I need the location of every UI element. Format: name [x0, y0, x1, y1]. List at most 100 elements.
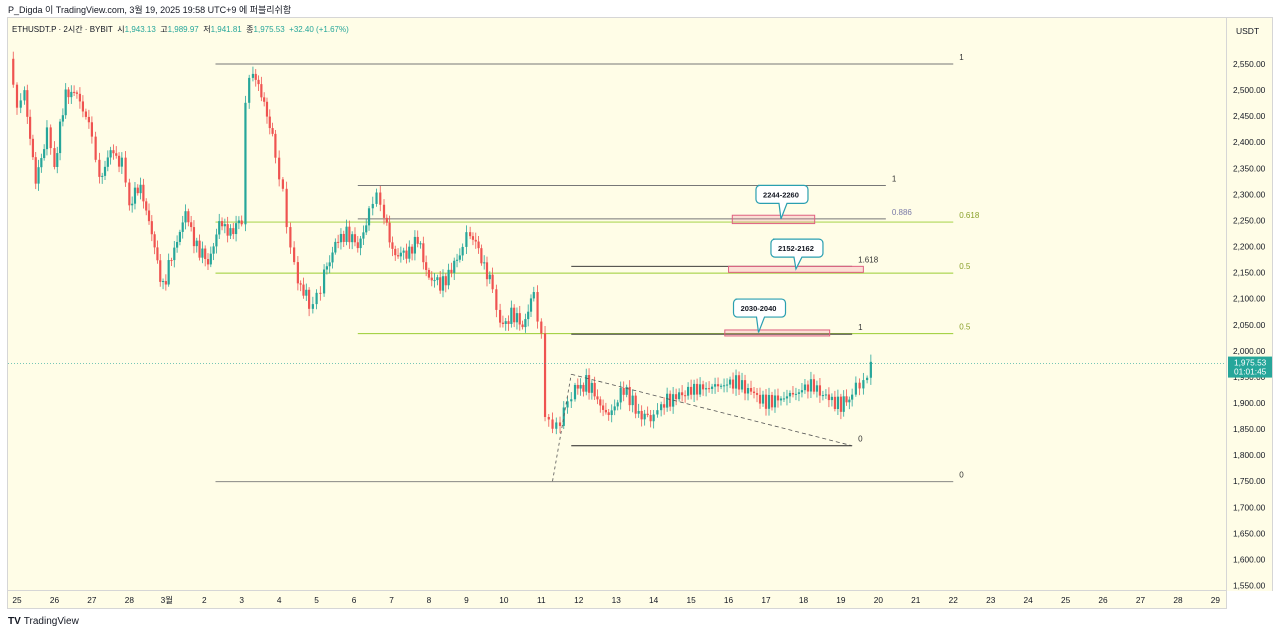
candle-body: [351, 234, 354, 243]
last-price-value: 1,975.53: [1234, 358, 1267, 368]
price-tick-label: 2,150.00: [1233, 268, 1266, 278]
candle-body: [339, 233, 343, 243]
candle-body: [628, 386, 631, 406]
candle-body: [788, 392, 792, 397]
candle-body: [70, 91, 73, 98]
target-zone-box: [724, 329, 831, 337]
candle-body: [150, 221, 153, 235]
candle-body: [719, 385, 723, 387]
candle-body: [75, 92, 79, 94]
time-tick-label: 6: [352, 595, 357, 605]
time-tick-label: 10: [499, 595, 509, 605]
candle-body: [604, 409, 608, 413]
candle-body: [195, 240, 198, 247]
candle-body: [305, 289, 308, 296]
fib-level-label: 0.886: [892, 208, 913, 217]
candle-body: [345, 226, 348, 242]
candle-body: [187, 211, 190, 223]
candle-body: [818, 385, 822, 396]
legend-close: 1,975.53: [253, 25, 285, 34]
candle-body: [562, 407, 565, 426]
time-tick-label: 20: [874, 595, 884, 605]
candle-body: [767, 394, 771, 409]
candle-body: [115, 153, 118, 156]
candle-body: [117, 155, 121, 167]
price-callout-label: 2152-2162: [778, 244, 814, 253]
candle-body: [161, 281, 165, 283]
candle-body: [465, 232, 468, 247]
candle-body: [408, 246, 411, 259]
legend-high-label: 고: [160, 25, 168, 34]
candle-body: [722, 385, 726, 387]
candle-body: [582, 384, 585, 392]
candle-body: [319, 292, 322, 294]
price-tick-label: 1,800.00: [1233, 450, 1266, 460]
candle-body: [49, 127, 52, 149]
candle-body: [147, 210, 151, 222]
candle-body: [289, 227, 292, 248]
time-tick-label: 26: [1098, 595, 1108, 605]
fib-level-label: 1: [858, 323, 863, 332]
candle-body: [427, 269, 431, 278]
time-tick-label: 8: [427, 595, 432, 605]
time-axis[interactable]: [7, 591, 1227, 609]
candle-body: [836, 396, 840, 409]
time-tick-label: 4: [277, 595, 282, 605]
candle-body: [675, 394, 678, 400]
candle-body: [170, 260, 173, 262]
candle-body: [625, 386, 628, 395]
candle-body: [142, 184, 145, 202]
candle-body: [743, 380, 747, 394]
candle-body: [23, 90, 26, 101]
candle-body: [285, 188, 288, 228]
candle-body: [524, 319, 527, 328]
candle-body: [302, 284, 305, 296]
chart-pane[interactable]: [7, 17, 1227, 591]
candle-body: [622, 388, 625, 395]
candle-body: [315, 292, 318, 305]
price-axis[interactable]: [1227, 17, 1273, 591]
time-tick-label: 2: [202, 595, 207, 605]
candle-body: [469, 232, 472, 237]
candle-body: [791, 392, 795, 395]
time-tick-label: 22: [949, 595, 959, 605]
candle-body: [206, 259, 210, 265]
candle-body: [488, 274, 491, 280]
price-tick-label: 1,600.00: [1233, 554, 1266, 564]
candle-body: [585, 375, 588, 392]
candle-body: [640, 410, 643, 420]
price-tick-label: 1,650.00: [1233, 528, 1266, 538]
last-price-tag: [1228, 356, 1272, 378]
candle-body: [156, 247, 159, 261]
candle-body: [707, 388, 711, 390]
candle-body: [145, 201, 148, 211]
tradingview-logo-icon: TV: [8, 616, 21, 627]
candle-body: [379, 192, 382, 205]
legend-symbol: ETHUSDT.P · 2시간 · BYBIT: [12, 25, 113, 34]
candle-body: [164, 281, 167, 285]
candle-body: [260, 84, 263, 98]
footer-brand[interactable]: TV TradingView: [8, 616, 79, 627]
candle-body: [153, 234, 156, 248]
candle-body: [375, 192, 378, 204]
candle-body: [558, 422, 562, 426]
candle-body: [779, 398, 783, 401]
candle-body: [58, 121, 62, 154]
candle-body: [725, 384, 729, 386]
candle-body: [527, 311, 530, 320]
candle-body: [616, 402, 619, 407]
candle-body: [281, 179, 284, 189]
legend-low-label: 저: [203, 25, 211, 34]
candle-body: [806, 384, 810, 392]
candle-body: [764, 394, 768, 409]
currency-label[interactable]: USDT: [1236, 26, 1260, 36]
candle-body: [136, 187, 139, 194]
candle-body: [31, 138, 35, 158]
candle-body: [607, 412, 610, 416]
candle-body: [485, 262, 489, 280]
candle-body: [240, 220, 243, 225]
candle-body: [334, 241, 337, 253]
candle-body: [698, 384, 702, 395]
candle-body: [325, 266, 328, 270]
